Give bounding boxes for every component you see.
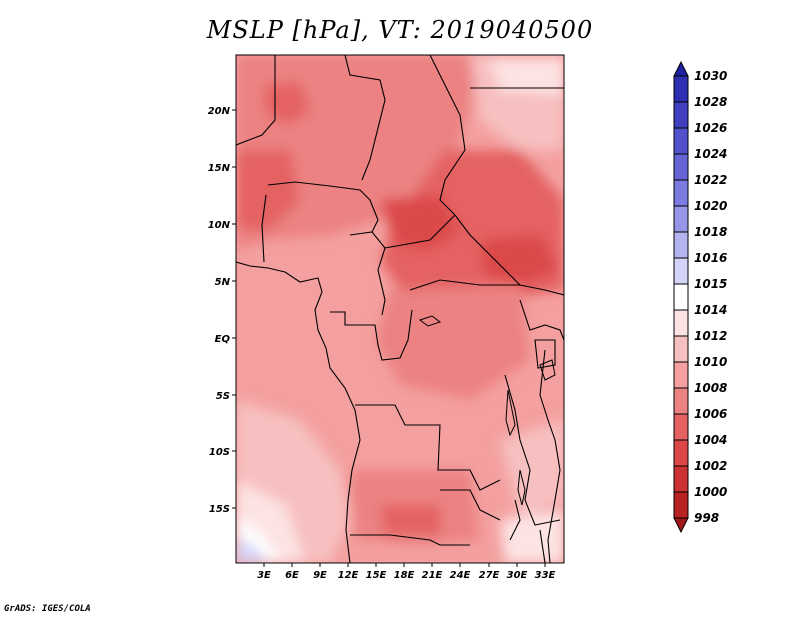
colorbar-segment: [673, 127, 689, 155]
colorbar-label: 1020: [694, 199, 727, 213]
colorbar-segment: [673, 491, 689, 519]
lat-tick-label: 10N: [208, 220, 231, 231]
map-frame: [235, 54, 565, 564]
colorbar-label: 1006: [694, 407, 727, 421]
colorbar-label: 1018: [694, 225, 727, 239]
colorbar-segment: [673, 75, 689, 103]
lat-tick-label: 15S: [209, 504, 230, 515]
colorbar-segment: [673, 413, 689, 441]
colorbar-segment: [673, 309, 689, 337]
lon-tick-label: 27E: [479, 570, 500, 581]
country-borders: [236, 55, 564, 563]
lat-tick-label: 5N: [215, 277, 231, 288]
lon-tick-label: 18E: [394, 570, 415, 581]
colorbar-label: 1004: [694, 433, 727, 447]
colorbar-label: 1022: [694, 173, 727, 187]
lon-axis: 3E 6E 9E 12E 15E 18E 21E 24E 27E 30E 33E: [257, 563, 556, 581]
lon-tick-label: 15E: [366, 570, 387, 581]
colorbar-label: 1002: [694, 459, 727, 473]
colorbar-segment: [673, 257, 689, 285]
colorbar-label: 1008: [694, 381, 727, 395]
colorbar-segment: [673, 101, 689, 129]
colorbar-tip-top: [673, 60, 689, 77]
lon-tick-label: 24E: [450, 570, 471, 581]
colorbar-segment: [673, 439, 689, 467]
colorbar-segment: [673, 179, 689, 207]
colorbar-label: 1012: [694, 329, 727, 343]
colorbar-segment: [673, 361, 689, 389]
colorbar-label: 1028: [694, 95, 727, 109]
lat-tick-label: 20N: [208, 106, 231, 117]
colorbar-segment: [673, 387, 689, 415]
colorbar-tip-bottom: [673, 517, 689, 534]
colorbar-label: 1026: [694, 121, 727, 135]
lon-tick-label: 12E: [338, 570, 359, 581]
lon-tick-label: 30E: [507, 570, 528, 581]
colorbar-label: 1016: [694, 251, 727, 265]
colorbar-label: 1000: [694, 485, 727, 499]
lon-tick-label: 21E: [422, 570, 443, 581]
colorbar-label: 1014: [694, 303, 727, 317]
colorbar-label: 1010: [694, 355, 727, 369]
lat-tick-label: EQ: [215, 334, 231, 345]
grads-credit: GrADS: IGES/COLA: [4, 604, 91, 614]
pressure-field: [236, 55, 564, 563]
lat-tick-label: 5S: [216, 391, 230, 402]
colorbar-segment: [673, 335, 689, 363]
colorbar-segment: [673, 153, 689, 181]
chart-title: MSLP [hPa], VT: 2019040500: [206, 16, 594, 44]
lat-tick-label: 10S: [209, 447, 230, 458]
colorbar-segment: [673, 205, 689, 233]
colorbar-label: 1024: [694, 147, 727, 161]
lon-tick-label: 33E: [535, 570, 556, 581]
colorbar-label: 1015: [694, 277, 727, 291]
colorbar-label: 998: [694, 511, 719, 525]
colorbar-segment: [673, 465, 689, 493]
colorbar-segment: [673, 283, 689, 311]
colorbar-label: 1030: [694, 69, 727, 83]
lat-tick-label: 15N: [208, 163, 231, 174]
colorbar-segment: [673, 231, 689, 259]
lat-axis: 20N 15N 10N 5N EQ 5S 10S 15S: [208, 106, 236, 515]
lakes: [418, 315, 556, 506]
lon-tick-label: 6E: [285, 570, 299, 581]
colorbar: 1030 1028 1026 1024 1022 1020 1018 1016 1015 1014…: [673, 60, 727, 534]
lon-tick-label: 3E: [257, 570, 271, 581]
lon-tick-label: 9E: [313, 570, 327, 581]
